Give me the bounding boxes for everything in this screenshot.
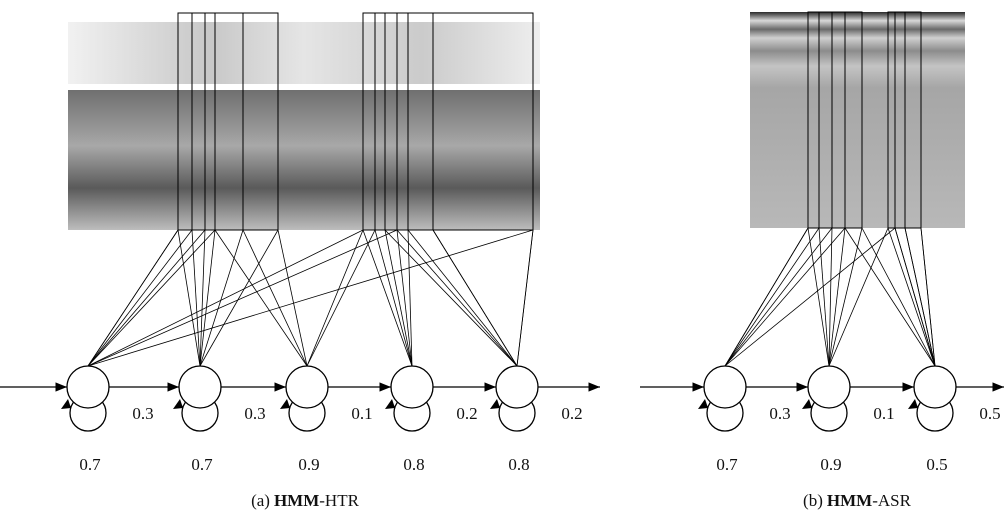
connection (307, 230, 375, 366)
self-loop-prob: 0.7 (191, 455, 213, 474)
connection (307, 230, 363, 366)
connection (88, 230, 363, 366)
connection (433, 230, 517, 366)
connection (385, 230, 412, 366)
self-loop-prob: 0.7 (716, 455, 738, 474)
connection (200, 230, 243, 366)
connection (88, 230, 533, 366)
figure: 0.30.70.30.70.10.90.20.80.20.8(a)HMM-HTR… (0, 0, 1004, 515)
loop-arrowhead (802, 399, 812, 409)
transition-prob: 0.3 (132, 404, 153, 423)
connection (88, 230, 178, 366)
transition-prob: 0.3 (244, 404, 265, 423)
connection (517, 230, 533, 366)
caption-part: -ASR (872, 491, 911, 510)
loop-arrowhead (280, 399, 290, 409)
state (496, 366, 538, 408)
loop-arrowhead (698, 399, 708, 409)
asr-image (750, 12, 965, 228)
connection (397, 230, 517, 366)
caption-part: HMM (827, 491, 872, 510)
state (914, 366, 956, 408)
self-loop-prob: 0.8 (508, 455, 529, 474)
page: {"panels": [ {"states": [ {"self_loop": … (0, 0, 1004, 520)
self-loop-prob: 0.9 (298, 455, 319, 474)
transition-prob: 0.1 (351, 404, 372, 423)
self-loop-prob: 0.8 (403, 455, 424, 474)
connection (725, 228, 832, 366)
transition-prob: 0.2 (456, 404, 477, 423)
connection (725, 228, 845, 366)
state (808, 366, 850, 408)
caption: (b)HMM-ASR (803, 491, 912, 510)
state (286, 366, 328, 408)
state (67, 366, 109, 408)
caption-part: (a) (251, 491, 270, 510)
connection (375, 230, 412, 366)
connection (200, 230, 278, 366)
connection (88, 230, 205, 366)
loop-arrowhead (173, 399, 183, 409)
connection (408, 230, 517, 366)
connection (862, 228, 935, 366)
transition-prob: 0.3 (769, 404, 790, 423)
caption-part: -HTR (319, 491, 359, 510)
state (179, 366, 221, 408)
connection (808, 228, 829, 366)
state (704, 366, 746, 408)
connection (725, 228, 819, 366)
transition-prob: 0.2 (561, 404, 582, 423)
htr-image (68, 22, 540, 230)
connection (88, 230, 397, 366)
loop-arrowhead (490, 399, 500, 409)
loop-arrowhead (385, 399, 395, 409)
self-loop-prob: 0.7 (79, 455, 101, 474)
connection (243, 230, 307, 366)
state (391, 366, 433, 408)
transition-prob: 0.1 (873, 404, 894, 423)
caption: (a)HMM-HTR (251, 491, 360, 510)
connection (725, 228, 895, 366)
loop-arrowhead (61, 399, 71, 409)
self-loop-prob: 0.5 (926, 455, 947, 474)
connection (88, 230, 192, 366)
connection (895, 228, 935, 366)
connection (725, 228, 808, 366)
caption-part: (b) (803, 491, 823, 510)
connection (905, 228, 935, 366)
connection (278, 230, 307, 366)
loop-arrowhead (908, 399, 918, 409)
self-loop-prob: 0.9 (820, 455, 841, 474)
connection (178, 230, 200, 366)
connection (215, 230, 307, 366)
transition-prob: 0.5 (979, 404, 1000, 423)
caption-part: HMM (274, 491, 319, 510)
hmm-panels: 0.30.70.30.70.10.90.20.80.20.8(a)HMM-HTR… (0, 366, 1004, 510)
connection (829, 228, 862, 366)
